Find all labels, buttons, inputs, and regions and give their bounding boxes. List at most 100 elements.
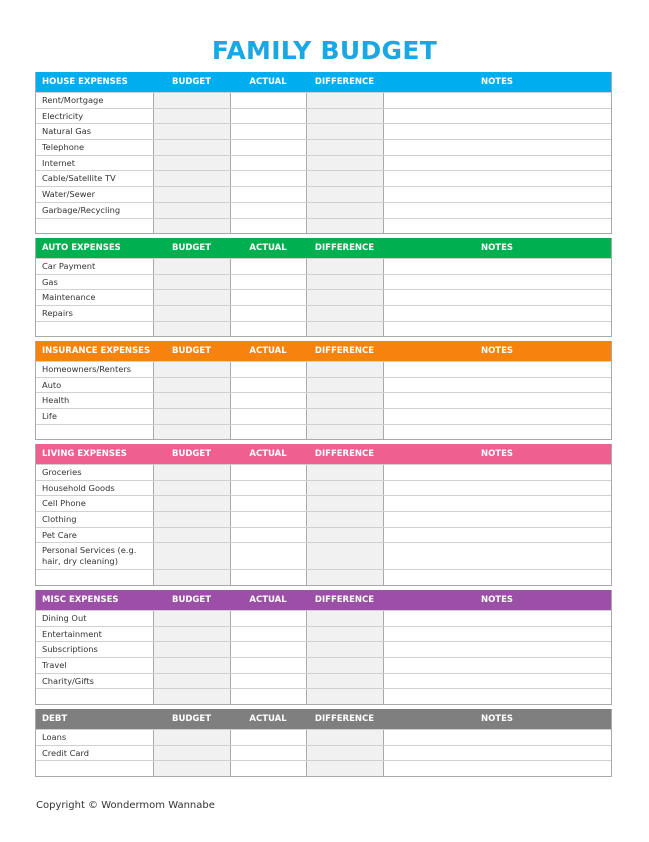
actual-cell[interactable] (230, 140, 306, 155)
difference-cell[interactable] (306, 658, 383, 673)
notes-cell[interactable] (383, 409, 611, 424)
budget-cell[interactable] (153, 673, 230, 689)
notes-cell[interactable] (383, 108, 611, 124)
actual-cell[interactable] (230, 642, 306, 658)
actual-cell[interactable] (230, 108, 306, 124)
actual-cell[interactable] (230, 155, 306, 171)
budget-cell[interactable] (153, 202, 230, 218)
actual-cell[interactable] (230, 527, 306, 543)
budget-cell[interactable] (153, 570, 230, 586)
notes-cell[interactable] (383, 124, 611, 140)
notes-cell[interactable] (383, 393, 611, 409)
notes-cell[interactable] (383, 543, 611, 570)
difference-cell[interactable] (306, 259, 383, 274)
budget-cell[interactable] (153, 93, 230, 108)
notes-cell[interactable] (383, 155, 611, 171)
budget-cell[interactable] (153, 274, 230, 290)
difference-cell[interactable] (306, 611, 383, 626)
difference-cell[interactable] (306, 393, 383, 409)
actual-cell[interactable] (230, 689, 306, 705)
notes-cell[interactable] (383, 377, 611, 393)
notes-cell[interactable] (383, 465, 611, 480)
actual-cell[interactable] (230, 321, 306, 337)
notes-cell[interactable] (383, 658, 611, 673)
budget-cell[interactable] (153, 259, 230, 274)
budget-cell[interactable] (153, 321, 230, 337)
difference-cell[interactable] (306, 108, 383, 124)
actual-cell[interactable] (230, 512, 306, 527)
budget-cell[interactable] (153, 496, 230, 512)
budget-cell[interactable] (153, 187, 230, 202)
budget-cell[interactable] (153, 543, 230, 570)
difference-cell[interactable] (306, 306, 383, 321)
difference-cell[interactable] (306, 570, 383, 586)
notes-cell[interactable] (383, 745, 611, 761)
difference-cell[interactable] (306, 377, 383, 393)
actual-cell[interactable] (230, 93, 306, 108)
notes-cell[interactable] (383, 290, 611, 306)
difference-cell[interactable] (306, 745, 383, 761)
actual-cell[interactable] (230, 730, 306, 745)
difference-cell[interactable] (306, 527, 383, 543)
actual-cell[interactable] (230, 480, 306, 496)
budget-cell[interactable] (153, 480, 230, 496)
actual-cell[interactable] (230, 274, 306, 290)
actual-cell[interactable] (230, 611, 306, 626)
actual-cell[interactable] (230, 745, 306, 761)
difference-cell[interactable] (306, 626, 383, 642)
budget-cell[interactable] (153, 171, 230, 187)
difference-cell[interactable] (306, 140, 383, 155)
difference-cell[interactable] (306, 202, 383, 218)
actual-cell[interactable] (230, 658, 306, 673)
budget-cell[interactable] (153, 626, 230, 642)
actual-cell[interactable] (230, 496, 306, 512)
actual-cell[interactable] (230, 570, 306, 586)
difference-cell[interactable] (306, 274, 383, 290)
difference-cell[interactable] (306, 512, 383, 527)
budget-cell[interactable] (153, 689, 230, 705)
notes-cell[interactable] (383, 259, 611, 274)
notes-cell[interactable] (383, 626, 611, 642)
budget-cell[interactable] (153, 290, 230, 306)
budget-cell[interactable] (153, 393, 230, 409)
notes-cell[interactable] (383, 527, 611, 543)
difference-cell[interactable] (306, 543, 383, 570)
difference-cell[interactable] (306, 155, 383, 171)
budget-cell[interactable] (153, 730, 230, 745)
difference-cell[interactable] (306, 218, 383, 234)
notes-cell[interactable] (383, 761, 611, 777)
difference-cell[interactable] (306, 171, 383, 187)
notes-cell[interactable] (383, 274, 611, 290)
budget-cell[interactable] (153, 124, 230, 140)
budget-cell[interactable] (153, 424, 230, 440)
actual-cell[interactable] (230, 465, 306, 480)
notes-cell[interactable] (383, 321, 611, 337)
difference-cell[interactable] (306, 290, 383, 306)
budget-cell[interactable] (153, 465, 230, 480)
difference-cell[interactable] (306, 761, 383, 777)
difference-cell[interactable] (306, 480, 383, 496)
notes-cell[interactable] (383, 362, 611, 377)
actual-cell[interactable] (230, 626, 306, 642)
difference-cell[interactable] (306, 689, 383, 705)
budget-cell[interactable] (153, 140, 230, 155)
notes-cell[interactable] (383, 689, 611, 705)
actual-cell[interactable] (230, 290, 306, 306)
actual-cell[interactable] (230, 409, 306, 424)
budget-cell[interactable] (153, 377, 230, 393)
actual-cell[interactable] (230, 202, 306, 218)
notes-cell[interactable] (383, 140, 611, 155)
difference-cell[interactable] (306, 642, 383, 658)
budget-cell[interactable] (153, 642, 230, 658)
difference-cell[interactable] (306, 321, 383, 337)
notes-cell[interactable] (383, 570, 611, 586)
actual-cell[interactable] (230, 673, 306, 689)
difference-cell[interactable] (306, 730, 383, 745)
budget-cell[interactable] (153, 108, 230, 124)
notes-cell[interactable] (383, 642, 611, 658)
notes-cell[interactable] (383, 218, 611, 234)
budget-cell[interactable] (153, 306, 230, 321)
difference-cell[interactable] (306, 424, 383, 440)
actual-cell[interactable] (230, 393, 306, 409)
difference-cell[interactable] (306, 465, 383, 480)
